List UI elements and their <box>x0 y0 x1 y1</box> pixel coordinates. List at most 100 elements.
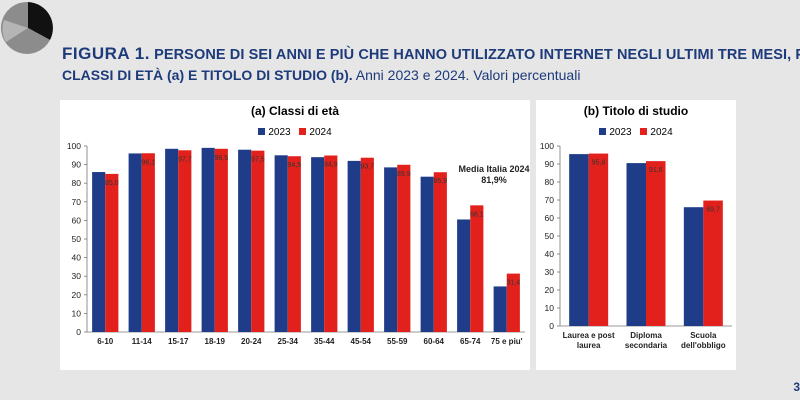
x-tick-label: Diploma <box>630 331 662 340</box>
data-label: 68,1 <box>470 211 484 218</box>
data-label: 85,9 <box>434 178 448 185</box>
bar-2024 <box>214 148 228 332</box>
bar-2024 <box>397 164 411 332</box>
chart-a-plot: 0 10 20 30 40 50 60 70 80 90 100 85,0 6-10 96,1 11-14 9… <box>67 141 525 346</box>
x-tick-label: 35-44 <box>314 337 335 346</box>
bar-2024 <box>251 150 265 332</box>
y-tick-label: 50 <box>72 234 82 244</box>
y-tick-label: 30 <box>72 271 82 281</box>
x-tick-label: 15-17 <box>168 337 189 346</box>
figure-title-line1: FIGURA 1. PERSONE DI SEI ANNI E PIÙ CHE … <box>62 44 800 64</box>
y-tick-label: 90 <box>72 160 82 170</box>
data-label: 98,5 <box>215 155 229 162</box>
legend-item-2023: 2023 <box>258 127 291 138</box>
bar-2023 <box>457 219 471 332</box>
chart-b-title: (b) Titolo di studio <box>583 104 689 118</box>
data-label: 31,4 <box>507 280 521 287</box>
legend-label-2023: 2023 <box>268 127 291 138</box>
x-tick-label: 55-59 <box>387 337 408 346</box>
y-tick-label: 50 <box>545 231 555 241</box>
y-tick-label: 40 <box>72 253 82 263</box>
page-number: 3 <box>793 380 800 394</box>
bar-2023 <box>274 155 288 332</box>
bar-2023 <box>347 160 361 332</box>
bar-2024 <box>506 273 520 332</box>
y-tick-label: 20 <box>72 290 82 300</box>
bar-2023 <box>420 176 434 332</box>
bar-2023 <box>493 286 507 332</box>
bar-2024 <box>470 205 484 332</box>
media-italia-annotation: Media Italia 2024 81,9% <box>454 164 534 186</box>
x-tick-label: 18-19 <box>205 337 226 346</box>
data-label: 93,7 <box>361 164 375 171</box>
bar-2024 <box>178 150 192 332</box>
y-tick-label: 20 <box>545 285 555 295</box>
x-tick-label: laurea <box>577 341 601 350</box>
y-tick-label: 70 <box>545 195 555 205</box>
data-label: 91,6 <box>649 167 663 174</box>
data-label: 97,7 <box>178 156 192 163</box>
y-tick-label: 60 <box>72 215 82 225</box>
x-tick-label: 75 e piu' <box>491 337 523 346</box>
bar-2024 <box>105 173 119 332</box>
y-tick-label: 90 <box>545 159 555 169</box>
legend-item-2024: 2024 <box>299 127 332 138</box>
chart-a-title: (a) Classi di età <box>250 104 340 118</box>
chart-a-legend: 2023 2024 <box>60 127 530 138</box>
y-tick-label: 60 <box>545 213 555 223</box>
bar-2023 <box>683 207 704 326</box>
logo-pie-icon <box>0 1 53 54</box>
data-label: 85,0 <box>105 180 119 187</box>
bar-2023 <box>626 163 646 326</box>
data-label: 95,8 <box>592 160 606 167</box>
x-tick-label: dell'obbligo <box>681 341 726 350</box>
media-italia-value: 81,9% <box>481 175 507 185</box>
x-tick-label: Scuola <box>690 331 717 340</box>
figure-title-cont: CLASSI DI ETÀ (a) E TITOLO DI STUDIO (b)… <box>62 67 353 83</box>
chart-b-plot: 0 10 20 30 40 50 60 70 80 90 100 95,8 Laurea e postl… <box>540 141 732 350</box>
bar-2023 <box>238 149 252 332</box>
x-tick-label: 60-64 <box>424 337 445 346</box>
legend-label-2024: 2024 <box>309 127 332 138</box>
data-label: 94,9 <box>324 161 338 168</box>
bar-2023 <box>201 147 215 332</box>
bar-2024 <box>360 157 374 332</box>
bar-2024 <box>287 156 301 332</box>
bar-2024 <box>588 153 609 326</box>
media-italia-label: Media Italia 2024 <box>458 164 530 174</box>
legend-item-2024: 2024 <box>640 127 673 138</box>
y-tick-label: 70 <box>72 197 82 207</box>
figure-title-line2: CLASSI DI ETÀ (a) E TITOLO DI STUDIO (b)… <box>62 67 782 83</box>
y-tick-label: 80 <box>72 178 82 188</box>
bar-2023 <box>384 167 398 332</box>
data-label: 89,9 <box>397 171 411 178</box>
x-tick-label: 11-14 <box>132 337 153 346</box>
legend-item-2023: 2023 <box>599 127 632 138</box>
bar-2023 <box>569 154 589 326</box>
y-tick-label: 10 <box>72 308 82 318</box>
bar-2023 <box>92 172 106 332</box>
bar-2024 <box>703 200 723 326</box>
x-tick-label: 20-24 <box>241 337 262 346</box>
y-tick-label: 100 <box>540 141 554 151</box>
y-tick-label: 30 <box>545 267 555 277</box>
y-tick-label: 100 <box>67 141 81 151</box>
x-tick-label: 6-10 <box>97 337 114 346</box>
y-tick-label: 40 <box>545 249 555 259</box>
chart-panel-education: (b) Titolo di studio 2023 2024 0 10 20 30 40… <box>536 100 736 370</box>
x-tick-label: 25-34 <box>278 337 299 346</box>
x-tick-label: Laurea e post <box>563 331 615 340</box>
bar-2023 <box>128 153 142 332</box>
bar-2024 <box>433 172 447 332</box>
y-tick-label: 0 <box>76 327 81 337</box>
bar-2023 <box>311 157 325 332</box>
chart-panel-age: (a) Classi di età 2023 2024 0 10 20 30 40 50 6… <box>60 100 530 370</box>
y-tick-label: 10 <box>545 303 555 313</box>
chart-b-legend: 2023 2024 <box>536 127 736 138</box>
figure-title: FIGURA 1. PERSONE DI SEI ANNI E PIÙ CHE … <box>62 44 800 83</box>
figure-label: FIGURA 1. <box>62 44 150 63</box>
bar-2024 <box>646 161 666 326</box>
data-label: 97,5 <box>251 157 265 164</box>
x-tick-label: secondaria <box>625 341 668 350</box>
y-tick-label: 80 <box>545 177 555 187</box>
